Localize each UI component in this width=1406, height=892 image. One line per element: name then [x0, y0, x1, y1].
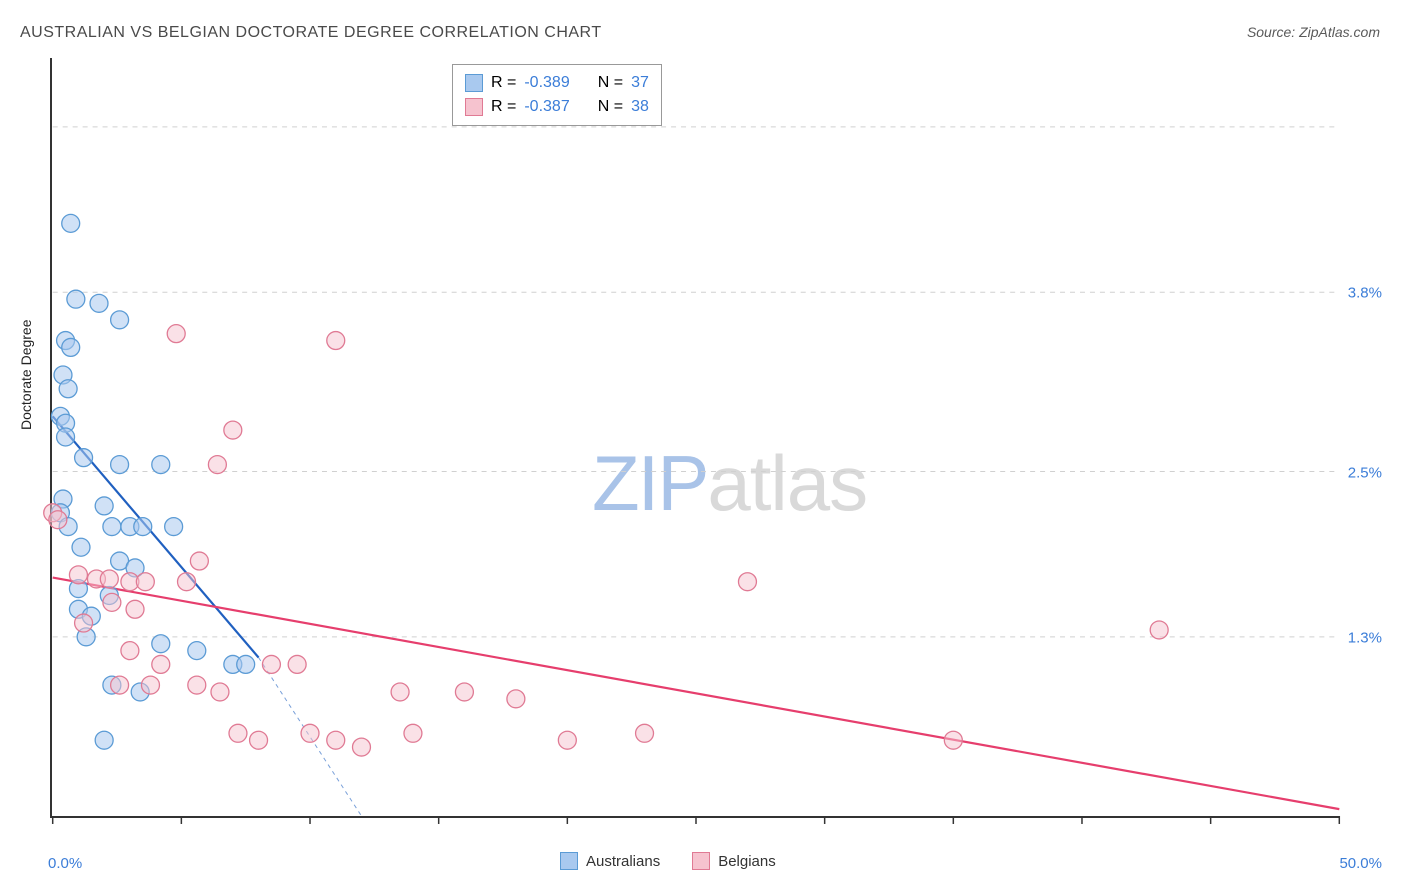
- legend-item-australians: Australians: [560, 852, 660, 870]
- chart-area: ZIPatlas R = -0.389 N = 37 R = -0.387 N …: [50, 58, 1340, 818]
- x-tick-label: 50.0%: [1339, 855, 1382, 872]
- x-tick-label: 0.0%: [48, 855, 82, 872]
- legend-item-belgians: Belgians: [692, 852, 776, 870]
- swatch-australians-bottom: [560, 852, 578, 870]
- y-tick-label: 2.5%: [1348, 464, 1382, 481]
- y-tick-label: 1.3%: [1348, 630, 1382, 647]
- source-label: Source: ZipAtlas.com: [1247, 24, 1380, 40]
- y-tick-label: 3.8%: [1348, 284, 1382, 301]
- legend-label-australians: Australians: [586, 853, 660, 870]
- y-axis-label: Doctorate Degree: [18, 319, 34, 430]
- bottom-legend: Australians Belgians: [560, 852, 776, 870]
- legend-label-belgians: Belgians: [718, 853, 776, 870]
- swatch-belgians-bottom: [692, 852, 710, 870]
- plot-svg: [52, 58, 1340, 816]
- chart-title: AUSTRALIAN VS BELGIAN DOCTORATE DEGREE C…: [20, 24, 602, 42]
